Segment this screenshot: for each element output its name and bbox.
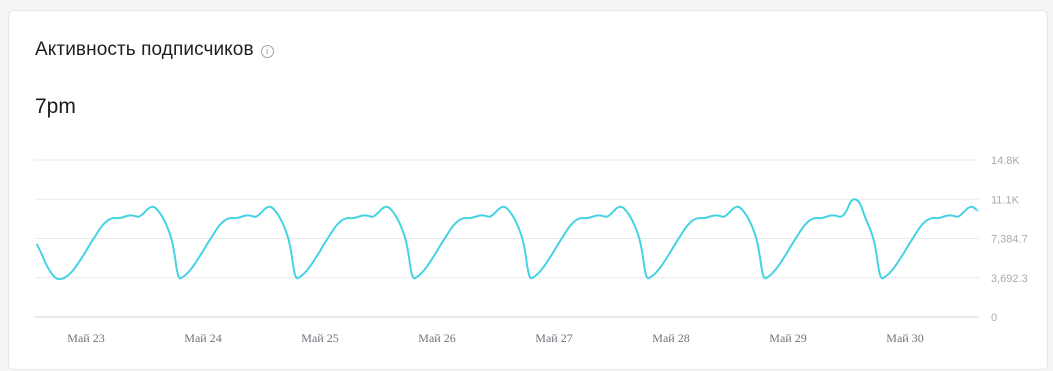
x-tick-label: Май 29 [769, 331, 806, 345]
x-tick-label: Май 27 [535, 331, 572, 345]
y-axis-ticks: 0 3,692.3 7,384.7 11.1K 14.8K [991, 155, 1028, 324]
chart-grid [35, 159, 979, 318]
info-circle-icon[interactable]: i [260, 44, 274, 58]
y-tick-label: 11.1K [991, 194, 1020, 206]
x-tick-label: Май 23 [67, 331, 104, 345]
x-axis-ticks: Май 23 Май 24 Май 25 Май 26 Май 27 Май 28 Май … [67, 331, 923, 345]
subscriber-activity-card: Активность подписчиков i 7pm 0 3,692.3 7,3… [8, 10, 1048, 370]
x-tick-label: Май 24 [184, 331, 221, 345]
x-tick-label: Май 30 [886, 331, 923, 345]
peak-hour-label: 7pm [35, 95, 76, 118]
card-header: Активность подписчиков i [35, 39, 274, 61]
x-tick-label: Май 25 [301, 331, 338, 345]
y-tick-label: 14.8K [991, 155, 1020, 167]
x-tick-label: Май 26 [418, 331, 455, 345]
y-tick-label: 3,692.3 [991, 273, 1028, 285]
series-line[interactable] [35, 198, 979, 281]
y-tick-label: 7,384.7 [991, 234, 1028, 246]
card-title: Активность подписчиков [35, 39, 254, 60]
y-tick-label: 0 [991, 312, 997, 324]
x-tick-label: Май 28 [652, 331, 689, 345]
